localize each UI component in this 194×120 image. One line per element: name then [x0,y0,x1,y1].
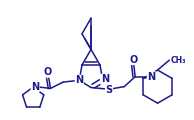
Text: N: N [75,75,83,85]
Text: O: O [44,67,52,77]
Text: N: N [147,72,155,82]
Text: N: N [31,82,39,92]
Text: O: O [129,55,137,65]
Text: S: S [105,85,113,95]
Text: CH₃: CH₃ [170,56,186,65]
Text: N: N [101,74,109,84]
